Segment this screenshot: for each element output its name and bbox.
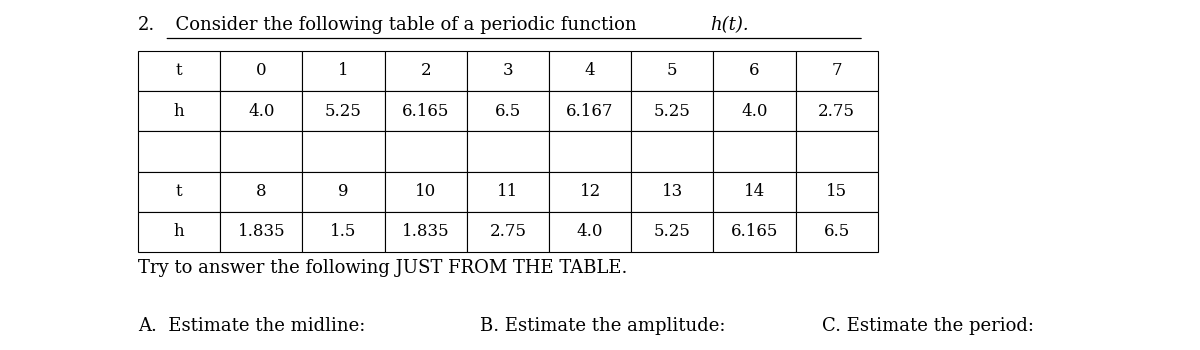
Text: 5.25: 5.25 bbox=[325, 103, 362, 120]
Text: 8: 8 bbox=[256, 183, 266, 200]
FancyBboxPatch shape bbox=[631, 51, 714, 91]
Text: 1.835: 1.835 bbox=[402, 223, 450, 240]
Text: 13: 13 bbox=[661, 183, 683, 200]
Text: 6.167: 6.167 bbox=[566, 103, 614, 120]
FancyBboxPatch shape bbox=[221, 172, 302, 212]
Text: 9: 9 bbox=[338, 183, 349, 200]
Text: 6.165: 6.165 bbox=[402, 103, 449, 120]
Text: t: t bbox=[175, 62, 182, 79]
FancyBboxPatch shape bbox=[714, 91, 796, 131]
FancyBboxPatch shape bbox=[550, 131, 631, 172]
FancyBboxPatch shape bbox=[221, 212, 302, 252]
Text: 5: 5 bbox=[667, 62, 678, 79]
FancyBboxPatch shape bbox=[550, 91, 631, 131]
FancyBboxPatch shape bbox=[385, 51, 467, 91]
FancyBboxPatch shape bbox=[550, 172, 631, 212]
Text: h: h bbox=[174, 103, 185, 120]
FancyBboxPatch shape bbox=[467, 172, 550, 212]
Text: 10: 10 bbox=[415, 183, 437, 200]
FancyBboxPatch shape bbox=[714, 172, 796, 212]
FancyBboxPatch shape bbox=[631, 131, 714, 172]
Text: 15: 15 bbox=[826, 183, 847, 200]
Text: h(t).: h(t). bbox=[710, 16, 749, 34]
Text: 1.835: 1.835 bbox=[238, 223, 286, 240]
FancyBboxPatch shape bbox=[385, 131, 467, 172]
FancyBboxPatch shape bbox=[796, 51, 878, 91]
FancyBboxPatch shape bbox=[302, 131, 385, 172]
Text: B. Estimate the amplitude:: B. Estimate the amplitude: bbox=[480, 317, 726, 335]
Text: 6.5: 6.5 bbox=[494, 103, 521, 120]
FancyBboxPatch shape bbox=[796, 212, 878, 252]
Text: 4: 4 bbox=[584, 62, 595, 79]
Text: 3: 3 bbox=[503, 62, 514, 79]
FancyBboxPatch shape bbox=[138, 91, 221, 131]
Text: 2: 2 bbox=[420, 62, 431, 79]
FancyBboxPatch shape bbox=[385, 91, 467, 131]
Text: Consider the following table of a periodic function: Consider the following table of a period… bbox=[164, 16, 643, 34]
FancyBboxPatch shape bbox=[467, 91, 550, 131]
Text: C. Estimate the period:: C. Estimate the period: bbox=[822, 317, 1034, 335]
FancyBboxPatch shape bbox=[138, 212, 221, 252]
FancyBboxPatch shape bbox=[467, 51, 550, 91]
Text: 12: 12 bbox=[580, 183, 601, 200]
Text: 5.25: 5.25 bbox=[654, 223, 691, 240]
FancyBboxPatch shape bbox=[138, 131, 221, 172]
FancyBboxPatch shape bbox=[385, 212, 467, 252]
Text: A.  Estimate the midline:: A. Estimate the midline: bbox=[138, 317, 365, 335]
Text: 6.165: 6.165 bbox=[731, 223, 778, 240]
FancyBboxPatch shape bbox=[631, 172, 714, 212]
FancyBboxPatch shape bbox=[550, 212, 631, 252]
FancyBboxPatch shape bbox=[631, 212, 714, 252]
Text: 1.5: 1.5 bbox=[330, 223, 356, 240]
Text: 6: 6 bbox=[749, 62, 760, 79]
FancyBboxPatch shape bbox=[714, 51, 796, 91]
FancyBboxPatch shape bbox=[138, 51, 221, 91]
Text: Try to answer the following JUST FROM THE TABLE.: Try to answer the following JUST FROM TH… bbox=[138, 259, 628, 277]
FancyBboxPatch shape bbox=[631, 91, 714, 131]
Text: 2.: 2. bbox=[138, 16, 155, 34]
Text: 7: 7 bbox=[832, 62, 842, 79]
Text: 4.0: 4.0 bbox=[248, 103, 275, 120]
Text: t: t bbox=[175, 183, 182, 200]
Text: 4.0: 4.0 bbox=[742, 103, 768, 120]
FancyBboxPatch shape bbox=[385, 172, 467, 212]
Text: 2.75: 2.75 bbox=[490, 223, 527, 240]
FancyBboxPatch shape bbox=[221, 51, 302, 91]
FancyBboxPatch shape bbox=[138, 172, 221, 212]
FancyBboxPatch shape bbox=[302, 172, 385, 212]
Text: 4.0: 4.0 bbox=[577, 223, 604, 240]
Text: 1: 1 bbox=[338, 62, 349, 79]
FancyBboxPatch shape bbox=[714, 131, 796, 172]
FancyBboxPatch shape bbox=[550, 51, 631, 91]
FancyBboxPatch shape bbox=[796, 172, 878, 212]
FancyBboxPatch shape bbox=[221, 91, 302, 131]
Text: 0: 0 bbox=[256, 62, 266, 79]
FancyBboxPatch shape bbox=[302, 212, 385, 252]
FancyBboxPatch shape bbox=[467, 212, 550, 252]
Text: 5.25: 5.25 bbox=[654, 103, 691, 120]
FancyBboxPatch shape bbox=[302, 51, 385, 91]
FancyBboxPatch shape bbox=[221, 131, 302, 172]
FancyBboxPatch shape bbox=[467, 131, 550, 172]
FancyBboxPatch shape bbox=[302, 91, 385, 131]
Text: 14: 14 bbox=[744, 183, 766, 200]
Text: h: h bbox=[174, 223, 185, 240]
Text: 6.5: 6.5 bbox=[823, 223, 850, 240]
FancyBboxPatch shape bbox=[714, 212, 796, 252]
Text: 2.75: 2.75 bbox=[818, 103, 856, 120]
FancyBboxPatch shape bbox=[796, 91, 878, 131]
FancyBboxPatch shape bbox=[796, 131, 878, 172]
Text: 11: 11 bbox=[497, 183, 518, 200]
